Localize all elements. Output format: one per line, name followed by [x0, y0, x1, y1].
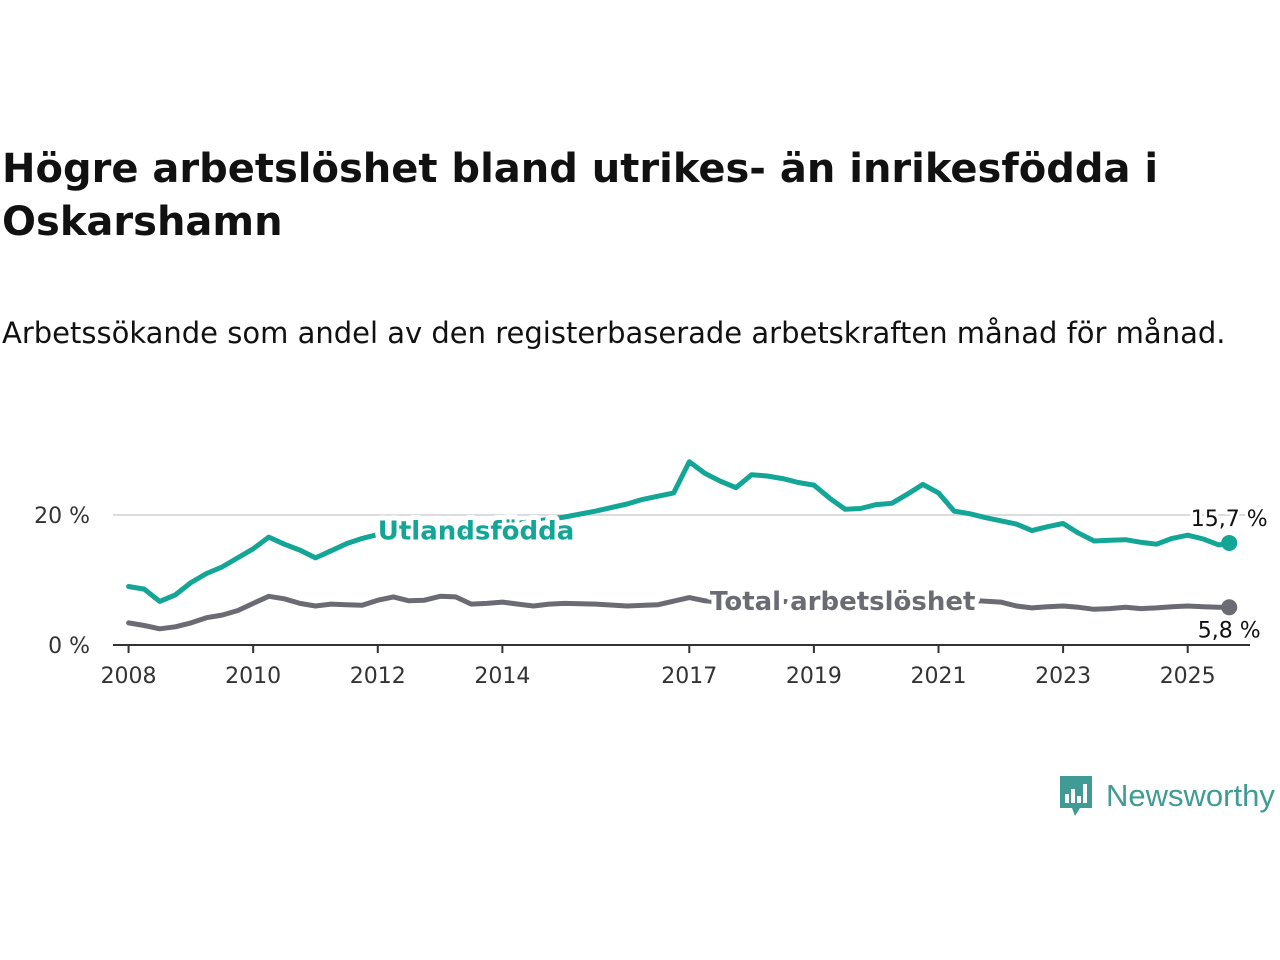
x-tick-label: 2014 — [474, 664, 530, 689]
x-axis: 2008 2010 2012 2014 2017 2019 2021 2023 2025 — [101, 644, 1250, 689]
x-tick-label: 2012 — [350, 664, 406, 689]
x-tick-label: 2019 — [786, 664, 842, 689]
series-line — [126, 459, 1232, 604]
x-tick-label: 2010 — [225, 664, 281, 689]
chart-title: Högre arbetslöshet bland utrikes- än inr… — [2, 146, 1159, 245]
gridlines: 0 % 20 % — [34, 504, 1250, 659]
bar-chart-speech-bubble-icon — [1060, 776, 1092, 816]
chart-subtitle: Arbetssökande som andel av den registerb… — [2, 316, 1226, 350]
series-end-label: 5,8 % — [1198, 618, 1261, 643]
x-tick-label: 2008 — [101, 664, 157, 689]
line-chart: 0 % 20 % 2008 2010 2012 2014 2017 2019 2021 2023… — [34, 459, 1271, 689]
series-end-point — [1221, 534, 1238, 551]
series-end-point — [1221, 599, 1238, 616]
logo-text: Newsworthy — [1106, 778, 1275, 813]
series-lines — [126, 459, 1238, 632]
newsworthy-logo: Newsworthy — [1058, 774, 1275, 818]
series-end-label: 15,7 % — [1191, 507, 1268, 532]
series-labels: 15,7 % Utlandsfödda 5,8 % Total arbetslöshe… — [373, 504, 1271, 646]
series-name-label: Utlandsfödda — [378, 517, 575, 547]
y-tick-label: 0 % — [48, 634, 90, 659]
x-tick-label: 2017 — [661, 664, 717, 689]
y-tick-label: 20 % — [34, 504, 90, 529]
x-tick-label: 2023 — [1035, 664, 1091, 689]
x-tick-label: 2021 — [910, 664, 966, 689]
series-line — [126, 593, 1232, 632]
series-name-label: Total arbetslöshet — [710, 587, 975, 617]
x-tick-label: 2025 — [1160, 664, 1216, 689]
